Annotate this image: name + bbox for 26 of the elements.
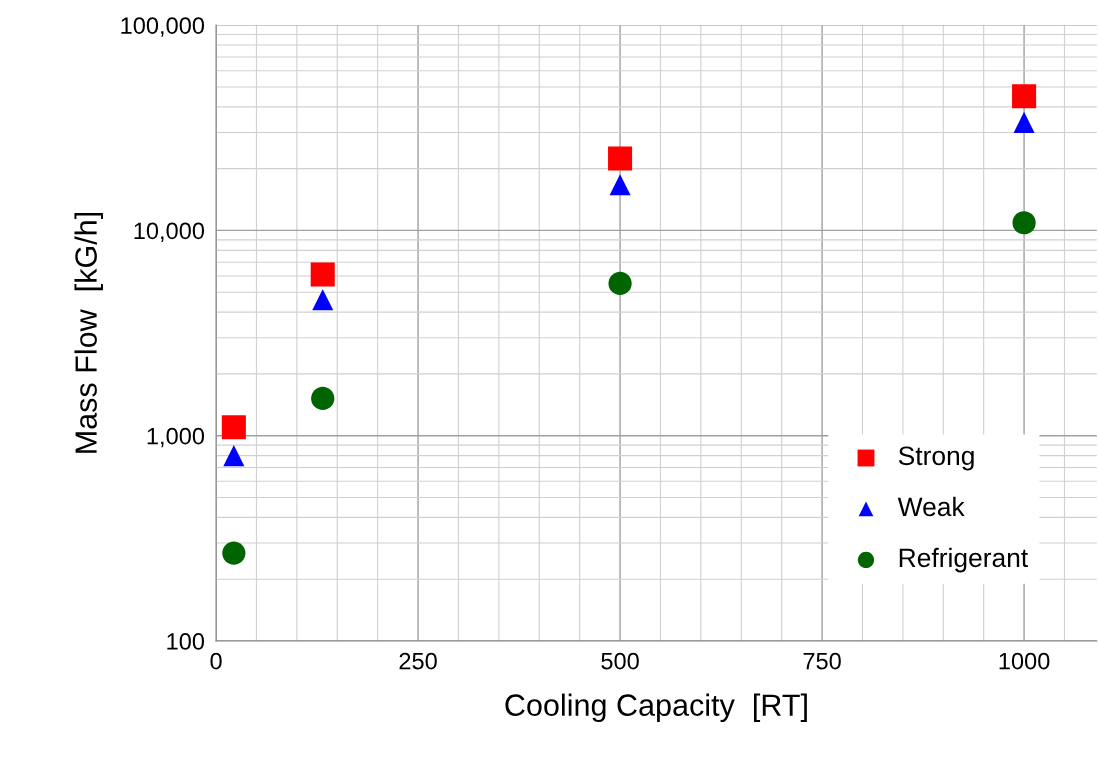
- legend-label: Weak: [897, 496, 965, 517]
- point: [1012, 84, 1037, 109]
- x-tick-label: 750: [803, 652, 841, 670]
- y-tick-label: 100: [167, 633, 205, 650]
- point: [222, 541, 246, 565]
- x-tick-label: 1000: [999, 652, 1050, 670]
- y-tick-label: 10,000: [134, 222, 205, 243]
- legend-label: Refrigerant: [899, 547, 1029, 573]
- point: [223, 445, 245, 467]
- x-tick-label: 250: [399, 652, 437, 670]
- point: [609, 174, 631, 196]
- x-tick-label: 0: [210, 652, 222, 670]
- point: [1013, 111, 1035, 133]
- point: [310, 262, 335, 287]
- point: [608, 271, 632, 296]
- x-axis-title: Cooling Capacity [RT]: [505, 693, 807, 723]
- x-tick-label: 500: [601, 652, 639, 670]
- point: [311, 386, 335, 410]
- point: [1012, 211, 1036, 235]
- point: [608, 146, 633, 171]
- y-tick-label: 1,000: [147, 427, 205, 448]
- legend-label: Strong: [898, 446, 974, 471]
- y-tick-label: 100,000: [121, 17, 205, 37]
- point: [312, 289, 334, 311]
- point: [221, 415, 246, 440]
- y-axis-title: Mass Flow [kG/h]: [74, 213, 103, 453]
